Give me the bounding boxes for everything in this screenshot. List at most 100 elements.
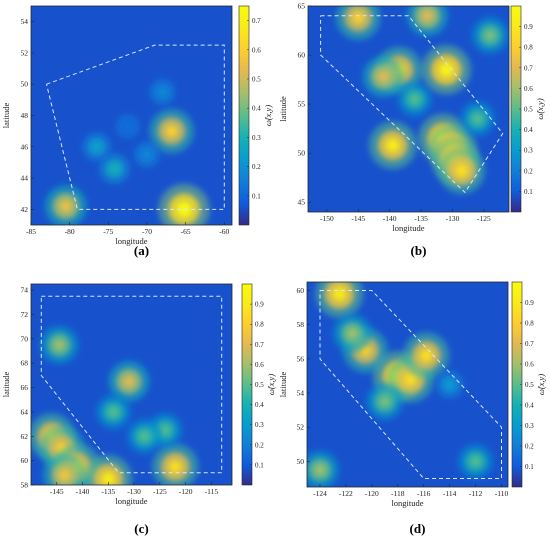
hotspot-core [92,142,101,151]
y-axis-label: latitude [1,372,11,398]
colorbar-tick-label: 0.4 [525,402,534,410]
x-tick-label: -112 [469,489,483,498]
x-tick-label: -115 [205,487,219,496]
y-tick-label: 60 [297,286,305,295]
y-tick-label: 58 [297,320,305,329]
hotspot-core [160,425,170,436]
panel-label: (d) [410,521,426,536]
x-tick-label: -145 [351,214,365,223]
y-tick-label: 60 [21,456,29,465]
hotspot-core [109,164,119,174]
x-tick-label: -120 [179,487,193,496]
axes-frame [306,281,509,488]
panel-label: (b) [411,243,427,258]
colorbar-tick-label: 0.6 [255,361,264,369]
hotspot-core [472,113,483,124]
hotspot-core [139,431,150,442]
y-tick-label: 65 [298,2,306,11]
x-tick-label: -125 [153,487,167,496]
colorbar-tick-label: 0.3 [255,421,264,429]
hotspot-core [58,469,71,482]
hotspot-core [484,30,496,41]
colorbar-tick-label: 0.9 [524,23,533,31]
x-tick-label: -118 [391,489,405,498]
colorbar-tick-label: 0.4 [252,105,261,113]
colorbar-tick-label: 0.5 [255,381,264,389]
colorbar-tick-label: 0.9 [525,299,534,307]
y-tick-label: 74 [21,286,29,295]
x-tick-label: -130 [446,214,460,223]
colorbar-tick-label: 0.3 [252,134,261,142]
y-tick-label: 44 [21,174,29,183]
y-tick-label: 48 [21,111,29,120]
colorbar-label: ω̂(x,y) [266,374,276,396]
hotspot-core [168,460,182,474]
hotspot-core [108,406,119,417]
x-axis-label: longitude [392,223,424,233]
hotspot-core [379,396,390,407]
y-tick-label: 54 [21,17,29,26]
hotspot-core [346,327,358,339]
colorbar-tick-label: 0.5 [252,76,261,84]
hotspot-core [409,94,420,105]
x-tick-label: -114 [443,489,457,498]
hotspot-core [165,124,178,138]
colorbar-label: ω̂(x,y) [535,98,545,120]
colorbar-tick-label: 0.4 [524,126,533,134]
x-axis-label: longitude [115,236,147,246]
heatmap-area [31,6,232,225]
colorbar-tick-label: 0.7 [525,340,534,348]
y-tick-label: 54 [297,389,305,398]
colorbar-label: ω̂(x,y) [536,374,546,396]
panel-c: -145 -140 -135 -130 -125 -120 -115 58 60 62 64 66 68… [1,283,276,536]
x-tick-label: -135 [414,214,428,223]
hotspot-core [386,138,400,153]
x-axis-label: longitude [391,498,423,508]
x-tick-label: -145 [50,487,64,496]
hotspot-core [421,9,434,22]
hotspot-core [123,375,135,388]
y-tick-label: 62 [21,432,29,441]
y-tick-label: 72 [21,310,29,319]
y-tick-label: 50 [21,80,29,89]
hotspot-core [404,372,418,386]
colorbar-tick-label: 0.2 [525,443,534,451]
colorbar-tick-label: 0.8 [524,44,533,52]
x-tick-label: -124 [313,489,327,498]
panel-d: -124 -122 -120 -118 -116 -114 -112 -110 50 52 54 56… [278,281,546,536]
y-axis-label: latitude [1,103,11,129]
hotspot-core [377,70,390,83]
colorbar-tick-label: 0.3 [525,422,534,430]
colorbar-tick-label: 0.2 [252,163,261,171]
x-tick-label: -80 [65,227,75,236]
x-tick-label: -110 [495,489,509,498]
hotspot-core [332,287,347,301]
panel-label: (c) [134,521,148,536]
y-axis-label: latitude [278,372,288,398]
colorbar [238,5,250,226]
x-tick-label: -65 [181,227,191,236]
hotspot-core [351,11,365,25]
hotspot-core [470,456,481,467]
colorbar-tick-label: 0.1 [252,192,261,200]
colorbar-tick-label: 0.2 [524,167,533,175]
colorbar-tick-label: 0.5 [524,106,533,114]
hotspot-core [101,472,116,485]
region-boundary [40,295,223,474]
x-tick-label: -122 [339,489,353,498]
x-tick-label: -150 [320,214,334,223]
y-tick-label: 64 [21,407,29,416]
hotspot-core [158,88,167,96]
hotspot-core [176,202,192,217]
colorbar-tick-label: 0.9 [255,301,264,309]
x-tick-label: -70 [142,227,152,236]
colorbar-tick-label: 0.5 [525,381,534,389]
y-tick-label: 52 [21,48,29,57]
colorbar-tick-label: 0.3 [524,147,533,155]
x-tick-label: -125 [477,214,491,223]
x-tick-label: -130 [127,487,141,496]
x-tick-label: -85 [26,227,36,236]
colorbar-tick-label: 0.7 [255,341,264,349]
hotspot-core [143,150,151,159]
